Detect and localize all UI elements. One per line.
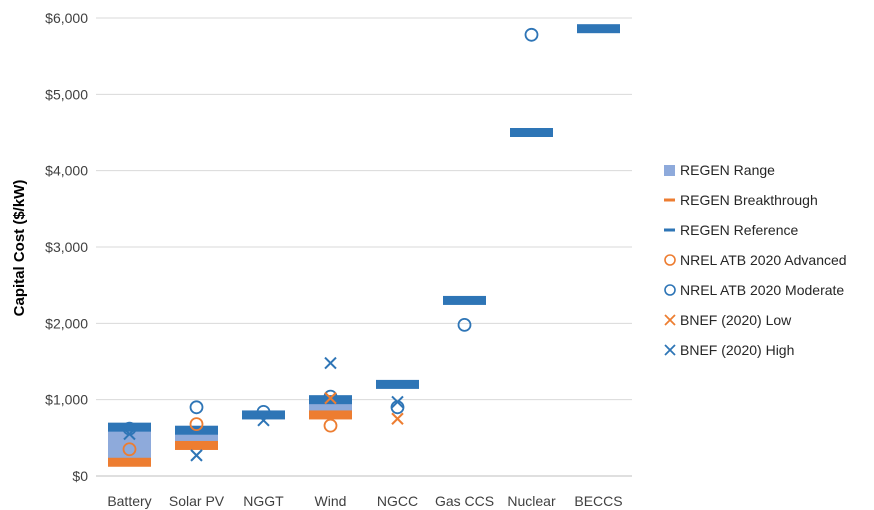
marker-bnef-2020-high-stroke bbox=[324, 356, 337, 370]
y-tick-label: $5,000 bbox=[45, 86, 88, 102]
y-axis-label: Capital Cost ($/kW) bbox=[11, 180, 28, 317]
legend-swatch-stroke bbox=[664, 314, 676, 326]
legend-swatch bbox=[664, 314, 676, 326]
marker-bnef-2020-low bbox=[324, 391, 337, 405]
marker-bnef-2020-high bbox=[123, 427, 136, 441]
marker-nrel-atb-2020-advanced bbox=[323, 418, 338, 433]
legend-swatch bbox=[664, 254, 676, 266]
legend-swatch bbox=[664, 198, 675, 202]
marker-bnef-2020-high-stroke bbox=[190, 449, 203, 462]
marker-bnef-2020-high bbox=[190, 449, 203, 462]
marker-bnef-2020-high bbox=[257, 414, 270, 427]
legend-swatch bbox=[664, 344, 676, 356]
legend-item-regen-range: REGEN Range bbox=[664, 162, 775, 178]
legend-item-regen-reference: REGEN Reference bbox=[664, 222, 798, 238]
x-tick-label: Nuclear bbox=[507, 493, 556, 509]
marker-bnef-2020-high bbox=[391, 395, 404, 409]
dash-mark-regen-reference bbox=[443, 295, 486, 305]
legend-swatch-stroke bbox=[664, 344, 676, 356]
marker-nrel-atb-2020-moderate bbox=[457, 317, 472, 332]
legend: REGEN Range REGEN Breakthrough REGEN Refer… bbox=[664, 162, 847, 358]
marker-nrel-atb-2020-moderate bbox=[189, 400, 204, 415]
marker-nrel-atb-2020-moderate bbox=[256, 404, 271, 419]
x-tick-labels: Battery Solar PV NGGT Wind NGCC Gas CCS Nuclea… bbox=[107, 493, 622, 509]
x-tick-label: Gas CCS bbox=[435, 493, 494, 509]
x-tick-label: NGCC bbox=[377, 493, 418, 509]
marker-bnef-2020-low-stroke bbox=[391, 412, 404, 425]
x-tick-label: Battery bbox=[107, 493, 151, 509]
legend-item-bnef-2020-high: BNEF (2020) High bbox=[664, 342, 794, 358]
legend-item-nrel-atb-2020-moderate: NREL ATB 2020 Moderate bbox=[664, 282, 844, 298]
marker-bnef-2020-low bbox=[391, 412, 404, 425]
marker-bnef-2020-low-stroke bbox=[324, 391, 337, 405]
dash-mark-regen-reference bbox=[376, 379, 419, 389]
legend-label: REGEN Reference bbox=[680, 222, 798, 238]
x-tick-label: Wind bbox=[315, 493, 347, 509]
marker-nrel-atb-2020-advanced bbox=[189, 417, 204, 431]
dash-mark-regen-reference bbox=[242, 410, 285, 420]
marker-nrel-atb-2020-moderate bbox=[524, 27, 539, 42]
legend-label: NREL ATB 2020 Moderate bbox=[680, 282, 844, 298]
gridlines bbox=[96, 17, 632, 477]
legend-label: NREL ATB 2020 Advanced bbox=[680, 252, 847, 268]
dash-mark-regen-breakthrough bbox=[108, 457, 151, 467]
y-tick-label: $6,000 bbox=[45, 10, 88, 26]
y-tick-label: $2,000 bbox=[45, 315, 88, 331]
dash-mark-regen-reference bbox=[309, 395, 352, 405]
x-tick-label: BECCS bbox=[574, 493, 622, 509]
legend-swatch bbox=[664, 284, 676, 296]
range-bar-regen-range bbox=[108, 427, 151, 463]
x-tick-label: NGGT bbox=[243, 493, 284, 509]
marker-nrel-atb-2020-moderate bbox=[323, 389, 338, 404]
dash-mark-regen-reference bbox=[108, 422, 151, 432]
x-tick-label: Solar PV bbox=[169, 493, 225, 509]
y-tick-labels: $0 $1,000 $2,000 $3,000 $4,000 $5,000 $6,000 bbox=[45, 10, 88, 484]
y-tick-label: $4,000 bbox=[45, 163, 88, 179]
marker-bnef-2020-high-stroke bbox=[257, 414, 270, 427]
regen-dash-marks bbox=[108, 24, 620, 467]
dash-mark-regen-breakthrough bbox=[175, 440, 218, 450]
y-tick-label: $1,000 bbox=[45, 392, 88, 408]
legend-label: REGEN Breakthrough bbox=[680, 192, 818, 208]
marker-bnef-2020-high bbox=[324, 356, 337, 370]
dash-mark-regen-reference bbox=[577, 24, 620, 34]
legend-item-bnef-2020-low: BNEF (2020) Low bbox=[664, 312, 792, 328]
legend-item-regen-breakthrough: REGEN Breakthrough bbox=[664, 192, 818, 208]
point-markers bbox=[122, 27, 539, 462]
legend-label: BNEF (2020) Low bbox=[680, 312, 792, 328]
marker-bnef-2020-high-stroke bbox=[123, 427, 136, 441]
legend-item-nrel-atb-2020-advanced: NREL ATB 2020 Advanced bbox=[664, 252, 847, 268]
dash-mark-regen-reference bbox=[510, 128, 553, 137]
y-tick-label: $3,000 bbox=[45, 239, 88, 255]
marker-nrel-atb-2020-advanced bbox=[122, 442, 137, 457]
dash-mark-regen-breakthrough bbox=[309, 410, 352, 420]
marker-bnef-2020-high-stroke bbox=[391, 395, 404, 409]
legend-label: REGEN Range bbox=[680, 162, 775, 178]
y-tick-label: $0 bbox=[72, 468, 88, 484]
legend-label: BNEF (2020) High bbox=[680, 342, 794, 358]
legend-swatch bbox=[664, 165, 675, 176]
legend-swatch bbox=[664, 228, 675, 232]
